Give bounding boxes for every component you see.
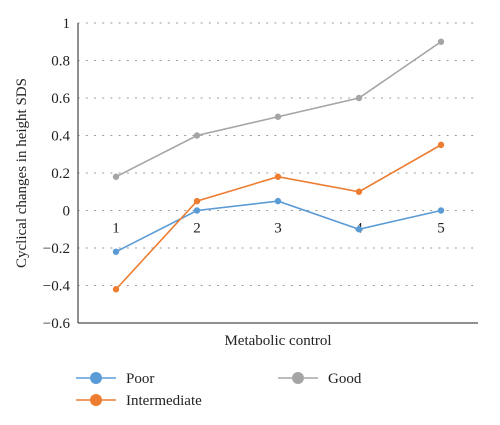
- y-tick-label: −0.6: [43, 316, 71, 332]
- series-line-good: [115, 41, 442, 178]
- category-label: 5: [437, 221, 445, 237]
- data-point-poor: [274, 197, 282, 205]
- y-tick-label: −0.4: [43, 279, 71, 295]
- y-tick-label: 0.6: [51, 91, 70, 107]
- y-tick-label: 0.8: [51, 54, 70, 70]
- gridlines: [77, 22, 479, 286]
- data-point-poor: [437, 207, 445, 214]
- category-label: 2: [193, 221, 201, 237]
- data-point-intermediate: [112, 286, 120, 293]
- data-point-poor: [355, 226, 363, 233]
- data-point-intermediate: [355, 188, 363, 195]
- data-point-intermediate: [193, 197, 201, 205]
- data-point-good: [193, 132, 201, 139]
- data-point-good: [437, 38, 445, 45]
- category-label: 3: [274, 221, 282, 237]
- y-tick-label: 0.2: [51, 166, 70, 182]
- y-tick-label: −0.2: [43, 241, 70, 257]
- legend-swatch-marker: [90, 372, 102, 384]
- legend-swatch-marker: [90, 394, 102, 406]
- category-label: 1: [112, 221, 120, 237]
- data-point-poor: [193, 207, 201, 214]
- y-tick-labels: 1 0.8 0.6 0.4 0.2 0 −0.2 −0.4 −0.6: [43, 16, 71, 332]
- y-tick-label: 1: [63, 16, 71, 32]
- data-point-intermediate: [274, 173, 282, 180]
- legend-label-poor: Poor: [126, 371, 154, 387]
- legend-swatch-marker: [292, 372, 304, 384]
- y-axis-title: Cyclical changes in height SDS: [14, 78, 30, 268]
- data-point-good: [112, 173, 120, 180]
- y-tick-label: 0: [63, 204, 71, 220]
- data-point-intermediate: [437, 141, 445, 149]
- data-point-good: [274, 113, 282, 120]
- series-line-intermediate: [115, 144, 442, 290]
- legend: Poor Intermediate Good: [76, 371, 362, 409]
- y-tick-label: 0.4: [51, 129, 70, 145]
- series-lines: [112, 38, 445, 293]
- legend-label-good: Good: [328, 371, 362, 387]
- legend-label-intermediate: Intermediate: [126, 393, 202, 409]
- x-axis-title: Metabolic control: [224, 333, 331, 349]
- data-point-good: [355, 94, 363, 102]
- data-point-poor: [112, 248, 120, 255]
